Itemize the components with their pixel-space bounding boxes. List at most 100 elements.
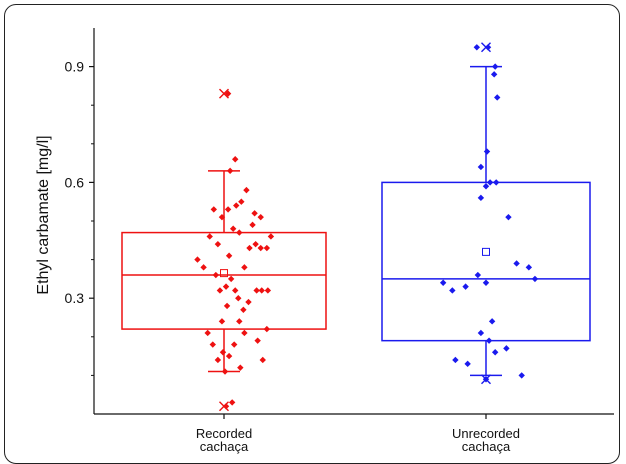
data-point <box>225 352 233 360</box>
data-point <box>204 329 211 337</box>
data-point <box>267 233 275 240</box>
y-tick-label: 0.3 <box>65 290 85 306</box>
data-point <box>531 275 539 283</box>
data-point <box>222 283 230 290</box>
data-point <box>525 264 533 271</box>
cross-stroke <box>219 401 229 412</box>
data-point <box>214 356 222 364</box>
min-marker <box>219 401 229 412</box>
data-point <box>225 252 233 259</box>
x-tick-label: cachaça <box>200 439 249 454</box>
data-point <box>209 341 216 348</box>
data-point <box>194 256 201 263</box>
data-point <box>232 287 239 294</box>
y-tick-label: 0.9 <box>65 59 85 75</box>
data-point <box>490 71 498 78</box>
data-point <box>246 244 253 252</box>
data-point <box>236 229 243 236</box>
data-point <box>491 63 499 70</box>
data-point <box>221 368 229 375</box>
data-point <box>464 360 471 368</box>
data-point <box>223 302 231 310</box>
data-point <box>477 194 485 202</box>
data-point <box>236 318 243 325</box>
data-point <box>218 318 226 325</box>
data-point <box>243 186 250 194</box>
data-point <box>513 260 520 267</box>
cross-stroke <box>481 374 491 385</box>
data-point <box>474 271 482 279</box>
data-point <box>505 213 512 221</box>
data-point <box>473 44 481 51</box>
data-point <box>258 287 265 294</box>
data-point <box>484 44 492 51</box>
x-tick-label: Unrecorded <box>452 426 520 441</box>
data-point <box>252 240 259 248</box>
data-point <box>227 275 235 283</box>
data-point <box>240 306 247 313</box>
data-point <box>237 364 244 371</box>
data-point <box>482 183 490 190</box>
data-point <box>238 198 245 205</box>
data-point <box>229 225 237 232</box>
data-point <box>222 403 230 410</box>
data-point <box>232 156 239 163</box>
max-marker <box>219 88 229 99</box>
data-point <box>216 287 224 294</box>
data-point <box>503 345 510 352</box>
data-point <box>235 295 242 302</box>
data-point <box>477 329 485 337</box>
x-tick-label: cachaça <box>462 439 511 454</box>
data-point <box>263 325 271 333</box>
data-point <box>245 298 252 306</box>
mean-marker <box>220 269 228 278</box>
data-point <box>233 202 240 209</box>
min-marker <box>481 374 491 385</box>
y-tick-label: 0.6 <box>65 174 85 190</box>
data-point <box>251 210 258 217</box>
data-point <box>206 233 213 240</box>
data-point <box>241 329 248 337</box>
data-point <box>254 337 261 344</box>
data-point <box>231 341 238 348</box>
data-point <box>228 399 236 406</box>
data-point <box>488 318 496 325</box>
data-point <box>477 163 485 171</box>
data-point <box>210 206 217 213</box>
figure-frame <box>4 4 620 464</box>
iqr-box <box>121 231 327 330</box>
data-point <box>253 287 260 294</box>
data-point <box>482 279 490 286</box>
cross-stroke <box>219 88 229 99</box>
data-point <box>214 240 222 248</box>
data-point <box>249 221 256 229</box>
data-point <box>263 244 271 252</box>
data-point <box>449 287 456 294</box>
data-point <box>241 264 248 271</box>
data-point <box>219 349 227 356</box>
data-point <box>200 264 207 271</box>
data-point <box>483 148 491 155</box>
data-point <box>257 213 264 221</box>
data-point <box>485 337 493 344</box>
data-point <box>226 167 234 175</box>
data-point <box>212 271 220 279</box>
data-point <box>486 179 494 186</box>
data-points <box>194 42 539 412</box>
data-point <box>491 349 499 356</box>
data-point <box>218 213 226 221</box>
cross-stroke <box>481 42 491 53</box>
data-point <box>224 206 232 213</box>
data-point <box>452 356 459 364</box>
y-axis-label: Ethyl carbamate [mg/l] <box>35 135 52 294</box>
data-point <box>493 179 500 186</box>
axes: 0.30.60.9RecordedcachaçaUnrecordedcachaç… <box>65 28 614 454</box>
data-point <box>264 287 272 294</box>
mean-marker <box>482 247 490 256</box>
data-point <box>257 244 264 252</box>
data-point <box>439 279 447 286</box>
data-point <box>494 94 501 101</box>
data-point <box>259 356 266 364</box>
